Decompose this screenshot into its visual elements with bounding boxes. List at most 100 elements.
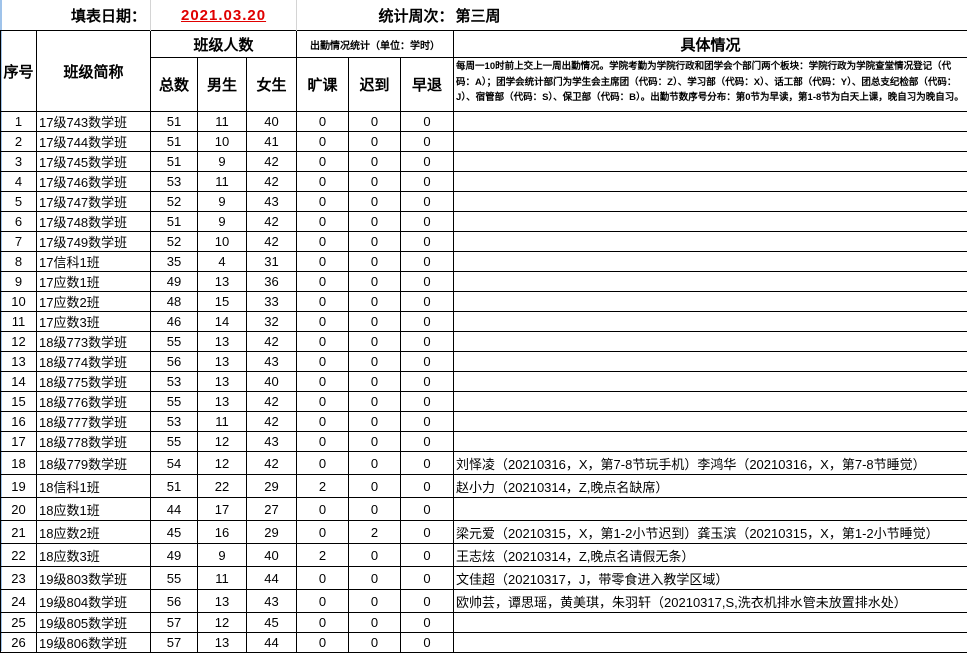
cell-female[interactable]: 42 [247,452,297,475]
cell-detail[interactable] [454,192,967,212]
cell-detail[interactable] [454,132,967,152]
cell-class-name[interactable]: 17级745数学班 [37,152,151,172]
cell-total[interactable]: 35 [151,252,198,272]
cell-female[interactable]: 42 [247,412,297,432]
cell-total[interactable]: 55 [151,567,198,590]
cell-class-name[interactable]: 18级777数学班 [37,412,151,432]
cell-late[interactable]: 0 [349,352,401,372]
cell-index[interactable]: 10 [1,292,37,312]
cell-detail[interactable]: 王志炫（20210314，Z,晚点名请假无条） [454,544,967,567]
cell-female[interactable]: 36 [247,272,297,292]
cell-index[interactable]: 18 [1,452,37,475]
week-value[interactable]: 第三周 [454,0,967,31]
cell-early-leave[interactable]: 0 [401,152,454,172]
cell-female[interactable]: 43 [247,192,297,212]
cell-detail[interactable] [454,332,967,352]
cell-absent[interactable]: 0 [297,352,349,372]
cell-male[interactable]: 11 [198,172,247,192]
cell-late[interactable]: 0 [349,544,401,567]
cell-male[interactable]: 9 [198,212,247,232]
cell-class-name[interactable]: 18应数2班 [37,521,151,544]
cell-female[interactable]: 42 [247,172,297,192]
cell-male[interactable]: 13 [198,272,247,292]
cell-female[interactable]: 45 [247,613,297,633]
cell-class-name[interactable]: 19级803数学班 [37,567,151,590]
cell-total[interactable]: 45 [151,521,198,544]
cell-detail[interactable] [454,272,967,292]
cell-early-leave[interactable]: 0 [401,544,454,567]
cell-female[interactable]: 40 [247,372,297,392]
cell-index[interactable]: 1 [1,112,37,132]
cell-early-leave[interactable]: 0 [401,392,454,412]
cell-late[interactable]: 0 [349,292,401,312]
cell-index[interactable]: 26 [1,633,37,653]
cell-index[interactable]: 15 [1,392,37,412]
cell-male[interactable]: 11 [198,112,247,132]
cell-total[interactable]: 52 [151,192,198,212]
cell-total[interactable]: 55 [151,332,198,352]
cell-class-name[interactable]: 18级779数学班 [37,452,151,475]
cell-total[interactable]: 49 [151,544,198,567]
cell-female[interactable]: 41 [247,132,297,152]
cell-detail[interactable] [454,212,967,232]
cell-absent[interactable]: 0 [297,567,349,590]
cell-index[interactable]: 17 [1,432,37,452]
cell-absent[interactable]: 0 [297,232,349,252]
cell-class-name[interactable]: 17应数2班 [37,292,151,312]
cell-total[interactable]: 53 [151,372,198,392]
cell-absent[interactable]: 0 [297,412,349,432]
cell-female[interactable]: 40 [247,544,297,567]
cell-detail[interactable]: 赵小力（20210314，Z,晚点名缺席） [454,475,967,498]
cell-early-leave[interactable]: 0 [401,372,454,392]
cell-total[interactable]: 51 [151,475,198,498]
cell-early-leave[interactable]: 0 [401,192,454,212]
cell-female[interactable]: 42 [247,392,297,412]
cell-early-leave[interactable]: 0 [401,232,454,252]
cell-class-name[interactable]: 18级775数学班 [37,372,151,392]
cell-late[interactable]: 0 [349,332,401,352]
cell-late[interactable]: 0 [349,392,401,412]
cell-index[interactable]: 24 [1,590,37,613]
cell-absent[interactable]: 0 [297,590,349,613]
cell-male[interactable]: 9 [198,544,247,567]
cell-late[interactable]: 2 [349,521,401,544]
cell-detail[interactable] [454,152,967,172]
cell-late[interactable]: 0 [349,633,401,653]
cell-late[interactable]: 0 [349,372,401,392]
cell-late[interactable]: 0 [349,412,401,432]
cell-male[interactable]: 22 [198,475,247,498]
cell-late[interactable]: 0 [349,152,401,172]
cell-class-name[interactable]: 19级806数学班 [37,633,151,653]
cell-detail[interactable] [454,312,967,332]
cell-early-leave[interactable]: 0 [401,212,454,232]
cell-index[interactable]: 6 [1,212,37,232]
cell-male[interactable]: 14 [198,312,247,332]
cell-early-leave[interactable]: 0 [401,475,454,498]
cell-male[interactable]: 12 [198,613,247,633]
cell-female[interactable]: 32 [247,312,297,332]
cell-male[interactable]: 13 [198,633,247,653]
cell-total[interactable]: 55 [151,432,198,452]
cell-detail[interactable] [454,172,967,192]
cell-early-leave[interactable]: 0 [401,412,454,432]
cell-early-leave[interactable]: 0 [401,252,454,272]
cell-male[interactable]: 13 [198,392,247,412]
cell-absent[interactable]: 0 [297,152,349,172]
cell-absent[interactable]: 0 [297,172,349,192]
cell-detail[interactable] [454,498,967,521]
cell-female[interactable]: 44 [247,567,297,590]
cell-class-name[interactable]: 17应数3班 [37,312,151,332]
cell-detail[interactable] [454,412,967,432]
cell-class-name[interactable]: 18级778数学班 [37,432,151,452]
cell-total[interactable]: 52 [151,232,198,252]
cell-male[interactable]: 9 [198,152,247,172]
cell-female[interactable]: 31 [247,252,297,272]
cell-class-name[interactable]: 17级746数学班 [37,172,151,192]
cell-total[interactable]: 51 [151,132,198,152]
cell-absent[interactable]: 0 [297,192,349,212]
cell-male[interactable]: 11 [198,412,247,432]
cell-detail[interactable] [454,432,967,452]
cell-male[interactable]: 16 [198,521,247,544]
cell-late[interactable]: 0 [349,272,401,292]
cell-male[interactable]: 13 [198,590,247,613]
